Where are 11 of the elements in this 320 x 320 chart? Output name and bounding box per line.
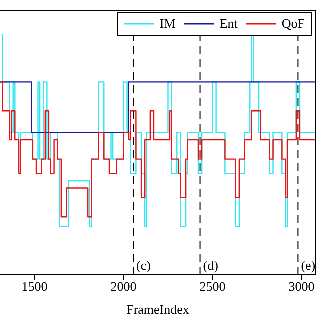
x-tick-label: 3000 — [288, 279, 315, 294]
legend-label: QoF — [282, 16, 305, 32]
legend-label: Ent — [220, 16, 238, 32]
x-tick-label: 2000 — [110, 279, 137, 294]
legend-label: IM — [160, 16, 176, 32]
ref-line-label: (c) — [136, 258, 151, 273]
x-axis-title: FrameIndex — [126, 302, 190, 317]
x-tick-label: 2500 — [200, 279, 226, 294]
x-tick-label: 1500 — [22, 279, 48, 294]
ref-line-label: (e) — [301, 258, 316, 273]
ref-line-label: (d) — [203, 258, 218, 273]
